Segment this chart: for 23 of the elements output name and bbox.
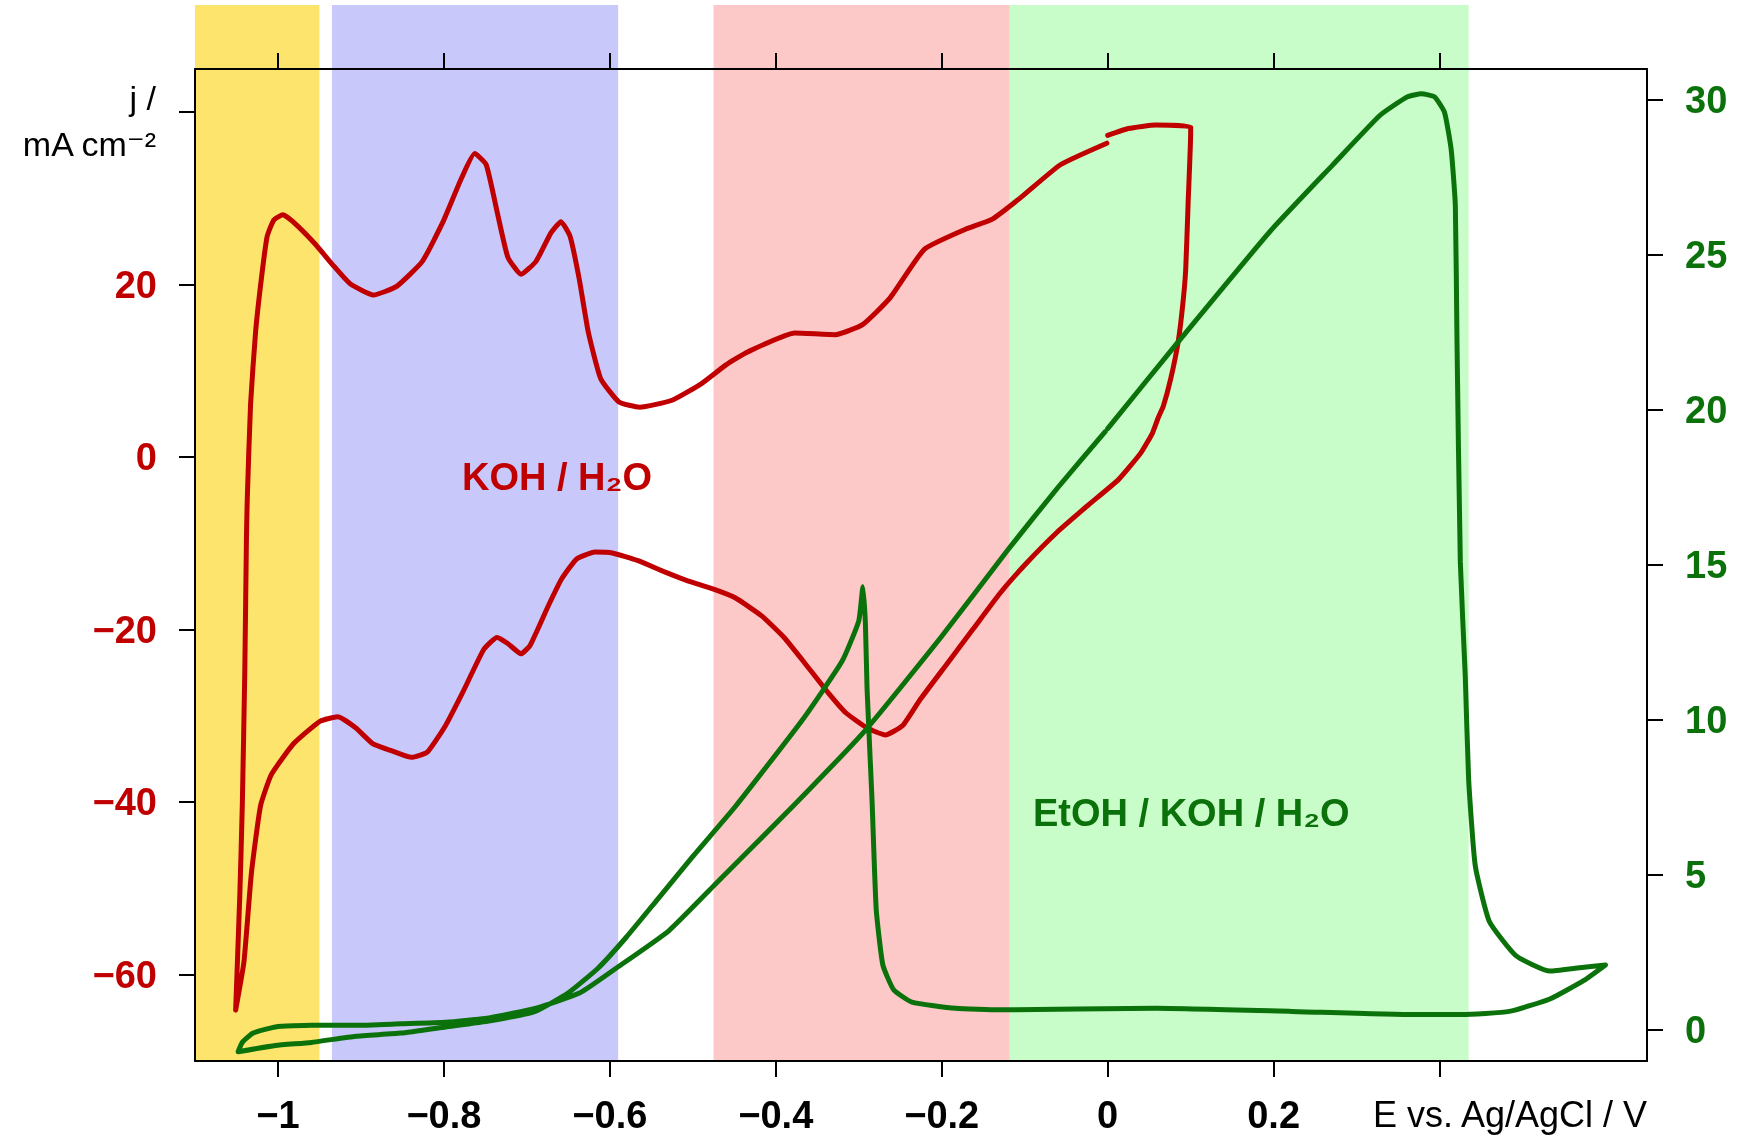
x-tick-label: 0.2	[1247, 1094, 1301, 1136]
y-tick-label: −40	[92, 781, 157, 824]
series-label: KOH / H₂O	[462, 456, 652, 498]
y2-tick-label: 20	[1685, 389, 1728, 431]
y2-tick-label: 0	[1685, 1009, 1707, 1051]
y2-tick-label: 15	[1685, 544, 1728, 586]
text: EtOH / KOH / H₂O	[1033, 792, 1350, 834]
y-tick-label: 20	[114, 263, 157, 306]
y2-tick-label: 10	[1685, 699, 1728, 741]
x-tick-label: −0.4	[738, 1094, 814, 1136]
y-tick-label: −20	[92, 608, 157, 651]
x-tick-label: −0.6	[572, 1094, 648, 1136]
y2-tick-label: 25	[1685, 234, 1728, 276]
x-axis-title: E vs. Ag/AgCl / V	[1372, 1093, 1647, 1135]
y-tick-label: −60	[92, 953, 157, 996]
x-tick-label: −0.8	[406, 1094, 482, 1136]
y-tick-label: 0	[135, 436, 157, 479]
x-tick-label: −0.2	[904, 1094, 980, 1136]
x-tick-label: −1	[256, 1094, 300, 1136]
x-tick-label: 0	[1097, 1094, 1119, 1136]
y2-tick-label: 5	[1685, 854, 1707, 896]
y2-tick-label: 30	[1685, 79, 1728, 121]
y-axis-title: j / mA cm⁻²	[22, 79, 157, 163]
